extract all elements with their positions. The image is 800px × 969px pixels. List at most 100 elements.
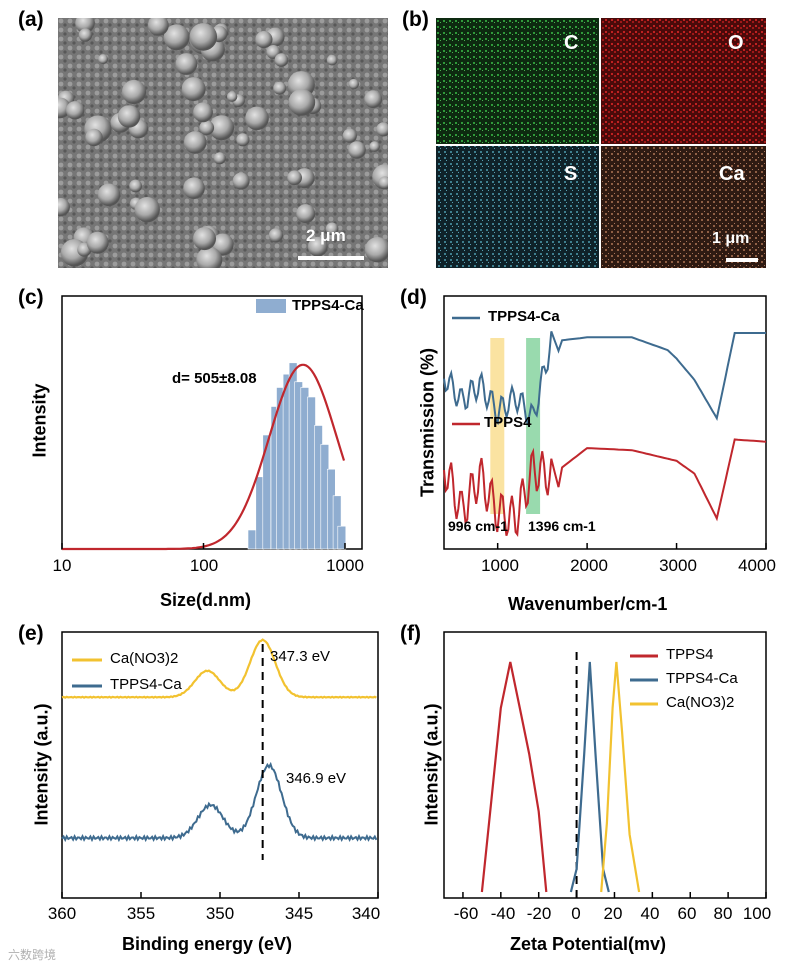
chart-d-band-996 bbox=[490, 338, 505, 514]
watermark: 六数跨境 bbox=[8, 948, 57, 962]
chart-d-series-tpps4 bbox=[443, 438, 767, 538]
chart-d-xtick: 3000 bbox=[659, 556, 697, 575]
eds-label-o: O bbox=[728, 32, 744, 54]
chart-f-xlabel: Zeta Potential(mv) bbox=[510, 934, 667, 954]
chart-e-xlabel: Binding energy (eV) bbox=[122, 934, 293, 954]
chart-d-series-tpps4-ca bbox=[443, 331, 766, 427]
chart-f-xtick: -20 bbox=[526, 904, 552, 923]
sem-particle bbox=[364, 90, 383, 109]
chart-f-xtick: -40 bbox=[490, 904, 516, 923]
eds-label-ca: Ca bbox=[719, 163, 745, 185]
chart-d-frame bbox=[443, 295, 767, 550]
chart-f-series-tpps4 bbox=[480, 661, 548, 893]
eds-label-c: C bbox=[564, 32, 579, 54]
chart-e-peak-top: 347.3 eV bbox=[270, 648, 331, 665]
eds-scale-bar-line bbox=[726, 258, 758, 262]
sem-particle bbox=[183, 131, 207, 154]
sem-texture bbox=[58, 18, 388, 268]
chart-e-legend-2: TPPS4-Ca bbox=[110, 676, 182, 693]
chart-f-xtick: 60 bbox=[677, 904, 697, 923]
sem-particle bbox=[255, 31, 273, 49]
chart-e-series-cano3 bbox=[61, 638, 377, 699]
eds-tile-ca bbox=[601, 146, 766, 268]
panel-f-label: (f) bbox=[400, 622, 421, 645]
chart-c-xtick: 10 bbox=[52, 556, 72, 575]
chart-f-xtick: 40 bbox=[640, 904, 660, 923]
sem-particle bbox=[193, 227, 216, 251]
sem-particle bbox=[189, 23, 218, 51]
sem-particle bbox=[209, 115, 235, 141]
sem-particle bbox=[369, 141, 380, 152]
eds-scale-bar-label: 1 μm bbox=[712, 230, 750, 247]
sem-particle bbox=[85, 128, 103, 147]
sem-particle bbox=[175, 53, 198, 75]
eds-tile-o bbox=[601, 18, 766, 144]
chart-c-xlabel: Size(d.nm) bbox=[160, 590, 252, 610]
eds-tile-s bbox=[436, 146, 599, 268]
chart-f-xtick: 100 bbox=[742, 904, 772, 923]
chart-d-xtick: 2000 bbox=[570, 556, 608, 575]
chart-e-series-tpps4-ca bbox=[61, 761, 378, 843]
sem-particle bbox=[58, 198, 70, 217]
sem-particle bbox=[163, 24, 190, 51]
sem-particle bbox=[245, 106, 269, 131]
sem-particle bbox=[117, 105, 141, 128]
sem-particle bbox=[376, 122, 388, 137]
sem-particle bbox=[232, 172, 250, 190]
sem-particle bbox=[86, 231, 109, 254]
sem-particle bbox=[121, 79, 147, 105]
chart-c-legend-label: TPPS4-Ca bbox=[292, 297, 364, 314]
sem-particle bbox=[364, 237, 388, 263]
chart-e-peak-bottom: 346.9 eV bbox=[286, 770, 347, 787]
eds-texture bbox=[436, 18, 766, 268]
panel-d-label: (d) bbox=[400, 286, 427, 309]
histogram-bar bbox=[247, 529, 257, 550]
chart-c-xtick: 1000 bbox=[326, 556, 364, 575]
sem-particle bbox=[342, 128, 357, 143]
chart-d-legend-top: TPPS4-Ca bbox=[488, 308, 560, 325]
eds-tile-c bbox=[436, 18, 599, 144]
chart-e-frame bbox=[61, 631, 379, 899]
sem-particle bbox=[273, 81, 287, 95]
sem-particle bbox=[75, 18, 95, 34]
sem-particle bbox=[236, 133, 250, 147]
chart-e-ylabel: Intensity (a.u.) bbox=[31, 703, 52, 826]
sem-particle bbox=[296, 204, 316, 224]
sem-particle bbox=[97, 183, 121, 207]
chart-d-xlabel: Wavenumber/cm-1 bbox=[508, 594, 668, 614]
histogram-bar bbox=[332, 495, 342, 550]
chart-d-xtick: 4000 bbox=[738, 556, 776, 575]
sem-particle bbox=[98, 54, 109, 65]
chart-f-xtick: -60 bbox=[453, 904, 479, 923]
panel-b-label: (b) bbox=[402, 8, 429, 31]
sem-particle bbox=[226, 91, 238, 102]
sem-particle bbox=[326, 54, 338, 66]
sem-particle bbox=[307, 236, 328, 257]
chart-c-legend-swatch bbox=[256, 299, 286, 313]
chart-e-xtick: 355 bbox=[126, 904, 156, 923]
sem-particle bbox=[348, 141, 366, 159]
chart-d-legend-bottom: TPPS4 bbox=[484, 414, 532, 431]
eds-label-s: S bbox=[564, 163, 578, 185]
chart-d-xtick: 1000 bbox=[481, 556, 519, 575]
chart-f-xtick: 20 bbox=[603, 904, 623, 923]
sem-particle bbox=[325, 222, 339, 236]
scale-bar-line bbox=[298, 256, 364, 260]
chart-d-band-label-1: 996 cm-1 bbox=[448, 518, 508, 534]
sem-particle bbox=[129, 179, 142, 193]
sem-particle bbox=[213, 152, 226, 165]
sem-particle bbox=[199, 120, 215, 136]
sem-particle bbox=[181, 77, 206, 102]
sem-particle bbox=[287, 170, 302, 186]
panel-e-label: (e) bbox=[18, 622, 44, 645]
sem-particle bbox=[134, 197, 160, 223]
chart-e-xtick: 350 bbox=[205, 904, 235, 923]
chart-d-band-label-2: 1396 cm-1 bbox=[528, 518, 596, 534]
chart-c-xtick: 100 bbox=[189, 556, 219, 575]
histogram-bar bbox=[337, 525, 347, 550]
chart-d-ylabel: Transmission (%) bbox=[417, 347, 438, 498]
sem-particle bbox=[288, 89, 316, 116]
eds-map: C O S Ca 1 μm bbox=[436, 18, 766, 268]
chart-f-legend-3: Ca(NO3)2 bbox=[666, 694, 735, 711]
